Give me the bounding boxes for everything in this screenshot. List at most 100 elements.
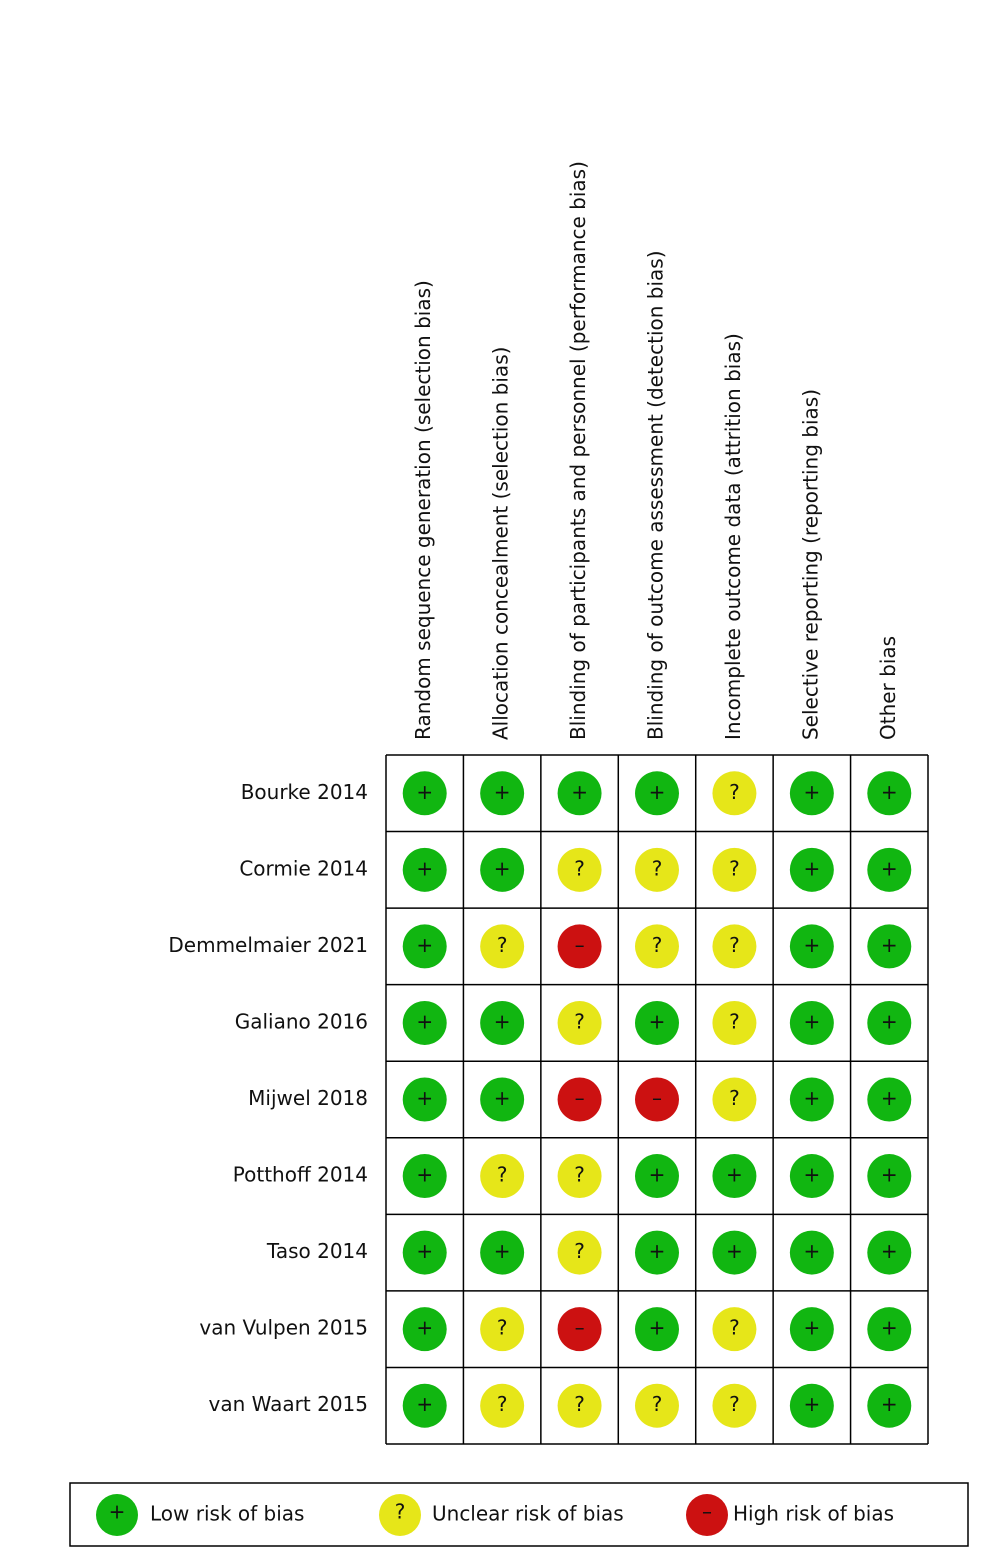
judgment-marker [789, 1077, 834, 1122]
judgment-symbol: + [881, 1163, 898, 1187]
judgment-marker [402, 1000, 447, 1045]
judgment-symbol: + [494, 1239, 511, 1263]
judgment-symbol: + [803, 1163, 820, 1187]
judgment-marker [712, 1307, 757, 1352]
judgment-marker [789, 1383, 834, 1428]
judgment-marker [789, 1307, 834, 1352]
study-label: Potthoff 2014 [233, 1163, 368, 1187]
judgment-symbol: – [575, 1316, 585, 1340]
judgment-symbol: ? [497, 1163, 508, 1187]
judgment-symbol: ? [574, 1239, 585, 1263]
judgment-symbol: + [494, 1086, 511, 1110]
judgment-marker [712, 1000, 757, 1045]
judgment-symbol: ? [574, 1392, 585, 1416]
judgment-marker [557, 1077, 602, 1122]
judgment-symbol: ? [729, 1316, 740, 1340]
judgment-marker [635, 1230, 679, 1275]
judgment-symbol: + [803, 856, 820, 880]
legend-marker [96, 1494, 138, 1536]
judgment-marker [635, 924, 679, 969]
judgment-marker [557, 924, 602, 969]
legend-symbol: + [109, 1500, 126, 1524]
judgment-marker [712, 1077, 757, 1122]
judgment-symbol: + [881, 1239, 898, 1263]
judgment-marker [635, 1154, 679, 1199]
judgment-marker [712, 847, 757, 892]
judgment-marker [867, 771, 912, 816]
study-label: van Vulpen 2015 [199, 1316, 368, 1340]
judgment-symbol: ? [652, 856, 663, 880]
legend-symbol: ? [395, 1500, 406, 1524]
judgment-symbol: ? [729, 1392, 740, 1416]
judgment-marker [635, 1077, 679, 1122]
judgment-symbol: + [649, 780, 666, 804]
judgment-marker [402, 847, 447, 892]
judgment-symbol: ? [574, 1009, 585, 1033]
judgment-marker [789, 1230, 834, 1275]
study-label: Galiano 2016 [235, 1009, 368, 1033]
judgment-symbol: + [649, 1163, 666, 1187]
judgment-symbol: + [649, 1316, 666, 1340]
judgment-symbol: + [494, 780, 511, 804]
judgment-symbol: + [416, 1239, 433, 1263]
column-header: Incomplete outcome data (attrition bias) [721, 333, 745, 740]
judgment-symbol: ? [497, 933, 508, 957]
judgment-marker [789, 1154, 834, 1199]
judgment-symbol: + [881, 1009, 898, 1033]
judgment-symbol: + [881, 1392, 898, 1416]
judgment-symbol: ? [652, 933, 663, 957]
judgment-marker [557, 1307, 602, 1352]
judgment-marker [635, 847, 679, 892]
judgment-marker [789, 1000, 834, 1045]
judgment-marker [557, 771, 602, 816]
judgment-marker [867, 1307, 912, 1352]
judgment-marker [402, 1230, 447, 1275]
judgment-symbol: ? [497, 1316, 508, 1340]
judgment-symbol: + [803, 1239, 820, 1263]
judgment-symbol: + [881, 1316, 898, 1340]
judgment-symbol: + [803, 1009, 820, 1033]
judgment-symbol: + [416, 1009, 433, 1033]
judgment-symbol: + [881, 856, 898, 880]
study-label: Bourke 2014 [241, 780, 368, 804]
judgment-marker [480, 1000, 525, 1045]
judgment-marker [557, 1383, 602, 1428]
judgment-marker [867, 1383, 912, 1428]
study-label: van Waart 2015 [209, 1392, 368, 1416]
judgment-symbol: + [571, 780, 588, 804]
judgment-symbol: + [726, 1239, 743, 1263]
judgment-marker [480, 771, 525, 816]
judgment-symbol: + [881, 1086, 898, 1110]
judgment-marker [557, 1230, 602, 1275]
judgment-marker [402, 1307, 447, 1352]
judgment-symbol: + [803, 780, 820, 804]
judgment-symbol: + [881, 780, 898, 804]
judgment-marker [867, 924, 912, 969]
legend-symbol: – [702, 1500, 712, 1524]
judgment-marker [480, 924, 525, 969]
study-label: Taso 2014 [266, 1239, 368, 1263]
judgment-marker [712, 771, 757, 816]
column-header: Random sequence generation (selection bi… [411, 280, 435, 740]
judgment-marker [635, 1383, 679, 1428]
judgment-symbol: + [803, 933, 820, 957]
judgment-marker [867, 847, 912, 892]
judgment-symbol: ? [729, 780, 740, 804]
judgment-marker [712, 1383, 757, 1428]
study-label: Demmelmaier 2021 [168, 933, 368, 957]
judgment-symbol: + [416, 1316, 433, 1340]
judgment-symbol: + [803, 1392, 820, 1416]
study-label: Mijwel 2018 [248, 1086, 368, 1110]
judgment-marker [557, 847, 602, 892]
judgment-symbol: + [416, 1086, 433, 1110]
column-header: Allocation concealment (selection bias) [489, 347, 513, 740]
judgment-symbol: – [575, 1086, 585, 1110]
column-header: Other bias [876, 636, 900, 740]
judgment-symbol: + [649, 1009, 666, 1033]
judgment-marker [402, 1383, 447, 1428]
judgment-marker [480, 1154, 525, 1199]
judgment-symbol: + [416, 1163, 433, 1187]
judgment-symbol: + [726, 1163, 743, 1187]
judgment-symbol: + [494, 856, 511, 880]
column-header: Selective reporting (reporting bias) [798, 389, 822, 740]
